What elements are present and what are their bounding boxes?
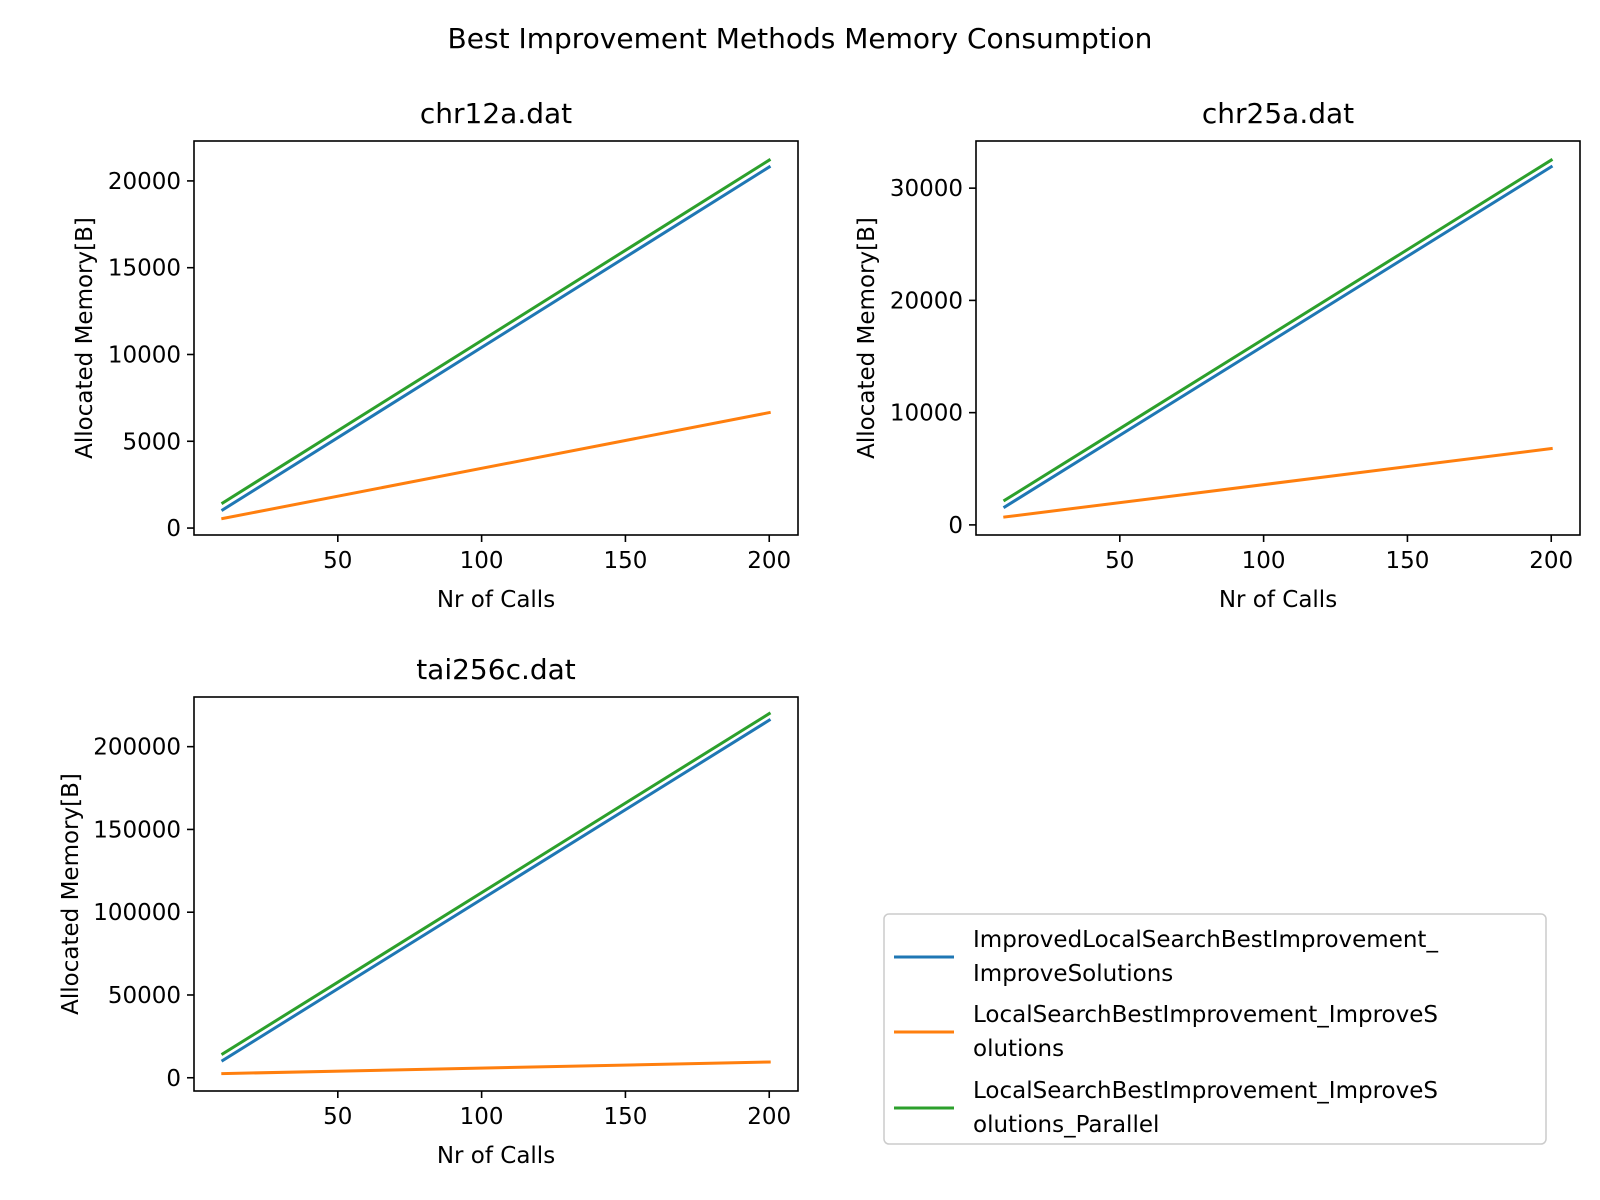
series-line-1 xyxy=(220,164,772,512)
axes-frame xyxy=(193,696,799,1092)
subplot-3: 50 100 150 200 0 50000 100000 150000 200000 tai25… xyxy=(58,653,799,1169)
x-tick-label: 100 xyxy=(460,1104,504,1130)
x-tick-label: 150 xyxy=(1385,548,1429,574)
series-line-3 xyxy=(220,158,772,505)
y-tick-label: 100000 xyxy=(93,900,181,926)
series-line-2 xyxy=(221,1060,771,1076)
subplot-title: tai256c.dat xyxy=(416,653,576,686)
legend-label-2-line1: LocalSearchBestImprovement_ImproveS xyxy=(973,1002,1438,1028)
legend-label-1-line1: ImprovedLocalSearchBestImprovement_ xyxy=(973,927,1438,953)
y-tick-label: 0 xyxy=(948,513,963,539)
x-tick-label: 100 xyxy=(460,548,504,574)
y-axis-label: Allocated Memory[B] xyxy=(854,217,880,459)
y-tick-label: 20000 xyxy=(890,288,963,314)
x-axis-label: Nr of Calls xyxy=(1219,587,1337,613)
y-tick-label: 50000 xyxy=(108,983,181,1009)
series-line-2 xyxy=(221,410,771,521)
subplot-1: 50 100 150 200 0 5000 10000 15000 20000 chr12a.da… xyxy=(72,97,799,613)
x-tick-label: 100 xyxy=(1242,548,1286,574)
series-line-1 xyxy=(220,718,772,1063)
x-tick-label: 50 xyxy=(323,548,352,574)
series-line-2 xyxy=(1003,446,1553,519)
figure-title: Best Improvement Methods Memory Consumpt… xyxy=(448,22,1153,55)
subplot-2: 50 100 150 200 0 10000 20000 30000 chr25a.dat Nr … xyxy=(854,97,1581,613)
series-line-3 xyxy=(1002,158,1554,503)
x-tick-label: 200 xyxy=(747,1104,791,1130)
x-tick-label: 150 xyxy=(603,548,647,574)
subplots: 50 100 150 20005000100001500020000chr12a.da… xyxy=(58,97,1581,1169)
x-tick-label: 150 xyxy=(603,1104,647,1130)
x-tick-label: 50 xyxy=(323,1104,352,1130)
y-tick-label: 0 xyxy=(166,1066,181,1092)
y-tick-label: 10000 xyxy=(890,401,963,427)
axes-frame xyxy=(193,140,799,536)
x-tick-label: 200 xyxy=(747,548,791,574)
series-line-3 xyxy=(220,711,772,1056)
y-tick-label: 15000 xyxy=(108,256,181,282)
y-tick-label: 10000 xyxy=(108,342,181,368)
subplot-title: chr12a.dat xyxy=(420,97,572,130)
legend-frame xyxy=(883,913,1547,1145)
subplot-title: chr25a.dat xyxy=(1202,97,1354,130)
y-tick-label: 150000 xyxy=(93,817,181,843)
y-axis-label: Allocated Memory[B] xyxy=(72,217,98,459)
legend-label-3-line1: LocalSearchBestImprovement_ImproveS xyxy=(973,1078,1438,1104)
series-line-1 xyxy=(1002,164,1554,509)
y-tick-label: 20000 xyxy=(108,169,181,195)
legend-label-3-line2: olutions_Parallel xyxy=(973,1112,1159,1138)
y-tick-label: 30000 xyxy=(890,176,963,202)
y-tick-label: 200000 xyxy=(93,735,181,761)
x-axis-label: Nr of Calls xyxy=(437,1143,555,1169)
legend-label-1-line2: ImproveSolutions xyxy=(973,961,1173,987)
axes-frame xyxy=(975,140,1581,536)
x-tick-label: 200 xyxy=(1529,548,1573,574)
y-axis-label: Allocated Memory[B] xyxy=(58,773,84,1015)
legend-label-2-line2: olutions xyxy=(973,1036,1064,1062)
x-tick-label: 50 xyxy=(1105,548,1134,574)
legend: ImprovedLocalSearchBestImprovement_ Impr… xyxy=(883,913,1547,1145)
y-tick-label: 5000 xyxy=(122,429,181,455)
y-tick-label: 0 xyxy=(166,516,181,542)
x-axis-label: Nr of Calls xyxy=(437,587,555,613)
